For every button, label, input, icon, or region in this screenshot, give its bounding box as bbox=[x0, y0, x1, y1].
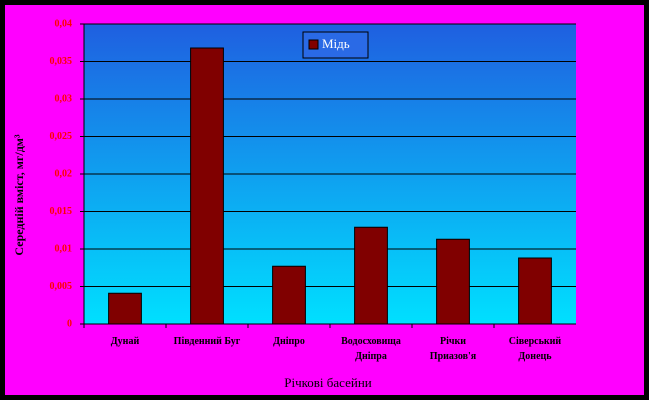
bar bbox=[108, 292, 142, 325]
bar bbox=[518, 257, 552, 325]
x-tick-label: Південний Буг bbox=[174, 336, 241, 347]
legend-swatch bbox=[308, 39, 319, 50]
bar bbox=[190, 47, 224, 325]
y-tick-label: 0,015 bbox=[50, 206, 73, 217]
x-tick-label: Дунай bbox=[111, 336, 140, 347]
x-tick-label: Дніпро bbox=[273, 336, 305, 347]
x-tick-label: Сіверський Донець bbox=[509, 336, 562, 362]
legend-label: Мідь bbox=[322, 36, 350, 51]
x-axis-label: Річкові басейни bbox=[284, 375, 372, 390]
y-tick-label: 0,025 bbox=[50, 131, 73, 142]
y-axis-label: Середній вміст, мг/дм³ bbox=[12, 134, 26, 256]
y-tick-label: 0,035 bbox=[50, 56, 73, 67]
x-tick-label: Водосховища Дніпра bbox=[341, 336, 401, 362]
y-tick-label: 0,005 bbox=[50, 281, 73, 292]
y-tick-label: 0,01 bbox=[55, 243, 73, 254]
y-tick-label: 0 bbox=[67, 318, 72, 329]
y-tick-label: 0,04 bbox=[55, 18, 73, 29]
bar bbox=[272, 265, 306, 325]
x-tick-label: Річки Приазов'я bbox=[430, 336, 477, 362]
bar bbox=[436, 238, 470, 325]
bar bbox=[354, 226, 388, 325]
y-tick-label: 0,02 bbox=[55, 168, 73, 179]
y-tick-label: 0,03 bbox=[55, 93, 73, 104]
